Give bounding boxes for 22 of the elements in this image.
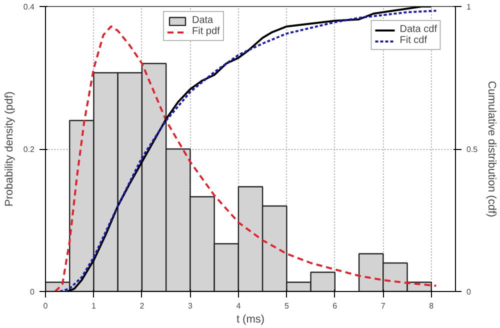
y-axis-title: Probability density (pdf) xyxy=(3,92,16,206)
x-tick-label: 7 xyxy=(380,302,386,310)
x-tick-label: 2 xyxy=(140,302,145,310)
y-tick-label: 0.2 xyxy=(23,145,36,154)
legend-label: Data xyxy=(192,15,214,26)
legend-label: Fit cdf xyxy=(400,35,427,46)
legend-label: Data cdf xyxy=(400,24,437,35)
x-tick-label: 1 xyxy=(92,302,97,310)
x-tick-label: 8 xyxy=(429,302,434,310)
y-tick-label: 0 xyxy=(30,288,36,296)
x-tick-label: 3 xyxy=(188,302,193,310)
y-tick-label: 0.4 xyxy=(23,2,36,12)
y2-tick-label: 0 xyxy=(466,288,472,296)
x-tick-label: 4 xyxy=(236,302,242,310)
x-tick-label: 6 xyxy=(332,302,338,310)
x-tick-label: 5 xyxy=(284,302,290,310)
y2-axis-title: Cumulative distribution (cdf) xyxy=(486,80,498,218)
y2-tick-label: 0.5 xyxy=(466,145,478,154)
x-tick-label: 0 xyxy=(43,302,48,310)
y2-tick-label: 1 xyxy=(466,2,472,12)
legend-label: Fit pdf xyxy=(192,26,220,37)
x-axis-title: t (ms) xyxy=(236,314,265,326)
